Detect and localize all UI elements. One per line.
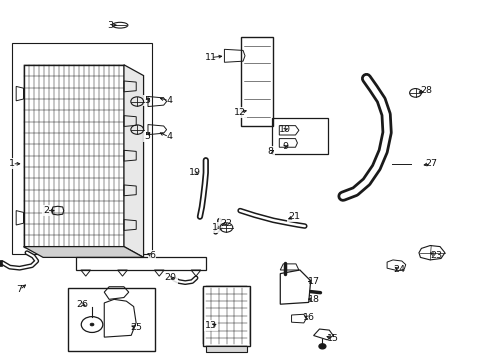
Text: 10: 10 (279, 125, 291, 134)
Text: 22: 22 (220, 219, 232, 228)
Circle shape (90, 323, 94, 326)
Text: 28: 28 (420, 86, 432, 95)
Polygon shape (206, 346, 247, 352)
Text: 13: 13 (205, 321, 217, 330)
Text: 11: 11 (205, 53, 217, 62)
Text: 15: 15 (327, 334, 339, 343)
Text: 16: 16 (303, 313, 315, 322)
Text: 1: 1 (9, 159, 15, 168)
Polygon shape (24, 247, 144, 257)
Text: 18: 18 (308, 295, 319, 304)
Circle shape (319, 344, 326, 349)
Text: 20: 20 (165, 274, 176, 282)
Text: 5: 5 (144, 96, 150, 105)
Text: 6: 6 (149, 251, 155, 260)
Text: 19: 19 (189, 168, 201, 177)
Text: 7: 7 (17, 285, 23, 294)
Text: 9: 9 (282, 142, 288, 151)
Polygon shape (0, 260, 2, 266)
Text: 24: 24 (393, 266, 405, 274)
Text: 4: 4 (166, 96, 172, 105)
Text: 27: 27 (425, 159, 437, 168)
Text: 17: 17 (308, 277, 319, 286)
Text: 12: 12 (234, 108, 246, 117)
Polygon shape (124, 65, 144, 257)
Text: 8: 8 (268, 148, 273, 156)
Text: 2: 2 (44, 206, 49, 215)
Text: 14: 14 (212, 223, 224, 232)
Text: 26: 26 (76, 300, 88, 309)
Text: 3: 3 (107, 21, 113, 30)
Text: 4: 4 (166, 132, 172, 141)
Text: 23: 23 (430, 251, 442, 260)
Text: 21: 21 (288, 212, 300, 221)
Text: 25: 25 (130, 323, 142, 332)
Text: 5: 5 (144, 132, 150, 141)
